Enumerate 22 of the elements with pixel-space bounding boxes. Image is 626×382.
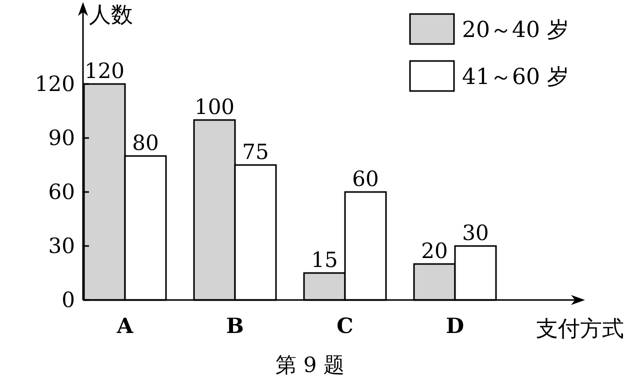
y-tick-label: 90	[48, 126, 75, 150]
data-label: 100	[194, 95, 235, 119]
data-label: 30	[462, 221, 489, 245]
data-label: 120	[84, 59, 125, 83]
x-tick-label: C	[336, 313, 354, 338]
x-tick-label: B	[226, 313, 244, 338]
data-label: 60	[352, 167, 379, 191]
legend-label: 20～40 岁	[462, 18, 569, 43]
text: 第 9 题	[276, 353, 344, 377]
y-tick-label: 120	[34, 72, 75, 96]
y-tick-label: 0	[62, 288, 75, 312]
x-axis-title: 支付方式	[536, 317, 624, 342]
x-tick-label: D	[446, 313, 464, 338]
x-tick-label: A	[116, 313, 134, 338]
data-label: 80	[132, 131, 159, 155]
data-label: 75	[242, 140, 269, 164]
y-tick-label: 60	[48, 180, 75, 204]
y-tick-label: 30	[48, 234, 75, 258]
data-label: 20	[421, 239, 448, 263]
legend-label: 41～60 岁	[462, 65, 569, 90]
data-label: 15	[311, 248, 338, 272]
y-axis-title: 人数	[89, 3, 133, 28]
